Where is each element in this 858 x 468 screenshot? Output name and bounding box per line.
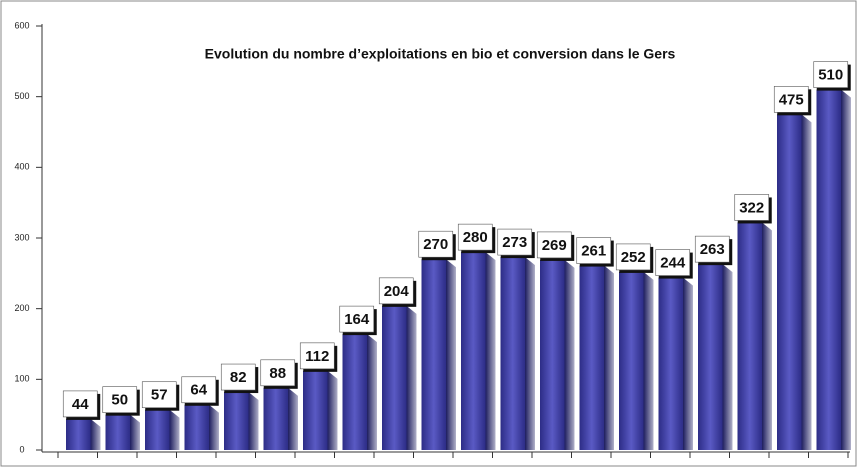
- bar-side: [208, 404, 219, 450]
- bar-side: [327, 370, 338, 450]
- value-label: 261: [581, 243, 606, 260]
- bar-side: [524, 257, 535, 450]
- label-box: [220, 363, 256, 391]
- bar-side: [287, 387, 298, 450]
- label-box: [418, 230, 454, 258]
- bar-side: [643, 271, 654, 450]
- bar: [105, 414, 130, 450]
- value-label: 88: [269, 365, 286, 382]
- y-tick-label: 200: [14, 303, 29, 313]
- bar: [698, 264, 723, 450]
- value-label: 164: [344, 311, 370, 328]
- bar: [579, 265, 604, 450]
- bar: [816, 89, 841, 450]
- label-box: [497, 228, 533, 256]
- value-label: 50: [111, 392, 128, 409]
- bar: [500, 257, 525, 450]
- label-box: [773, 86, 809, 113]
- value-label: 244: [660, 255, 686, 272]
- value-label: 44: [72, 396, 89, 413]
- value-label: 252: [621, 249, 646, 266]
- bar-side: [840, 89, 851, 450]
- bar-side: [406, 305, 417, 450]
- bar: [461, 252, 486, 450]
- value-label: 475: [779, 91, 804, 108]
- value-label: 204: [384, 283, 410, 300]
- y-tick-label: 600: [14, 20, 29, 30]
- bar: [658, 277, 683, 450]
- bar: [66, 418, 91, 450]
- bar-side: [90, 418, 101, 450]
- label-box: [813, 61, 849, 88]
- bar: [540, 259, 565, 450]
- value-label: 510: [818, 67, 843, 84]
- bar-side: [564, 259, 575, 450]
- y-tick-label: 500: [14, 91, 29, 101]
- value-label: 269: [542, 237, 567, 254]
- chart-title: Evolution du nombre d’exploitations en b…: [205, 46, 676, 62]
- label-box: [734, 194, 770, 221]
- bar-side: [366, 334, 377, 450]
- bar-side: [603, 265, 614, 450]
- y-tick-label: 100: [14, 374, 29, 384]
- bar: [382, 305, 407, 450]
- label-box: [655, 249, 691, 276]
- bar-side: [722, 264, 733, 450]
- label-box: [141, 381, 177, 409]
- value-label: 263: [700, 241, 725, 258]
- bar-side: [485, 252, 496, 450]
- bar-side: [248, 392, 259, 450]
- bar-side: [129, 414, 140, 450]
- label-box: [339, 305, 375, 333]
- label-box: [615, 243, 651, 271]
- value-label: 64: [190, 382, 207, 399]
- bar: [263, 387, 288, 450]
- bar: [619, 271, 644, 450]
- label-box: [181, 376, 217, 404]
- bar: [184, 404, 209, 450]
- label-box: [260, 359, 296, 387]
- bar: [777, 114, 802, 450]
- value-label: 57: [151, 387, 168, 404]
- label-box: [576, 237, 612, 264]
- value-label: 270: [423, 236, 448, 253]
- value-label: 273: [502, 234, 527, 251]
- value-label: 280: [463, 229, 488, 246]
- label-box: [694, 235, 730, 263]
- label-box: [62, 390, 98, 418]
- value-label: 112: [305, 348, 329, 365]
- label-box: [457, 223, 493, 251]
- bar: [737, 222, 762, 450]
- label-box: [378, 277, 414, 305]
- bar-side: [445, 259, 456, 450]
- value-label: 82: [230, 369, 247, 386]
- bar-side: [801, 114, 812, 450]
- bar: [342, 334, 367, 450]
- bar-side: [761, 222, 772, 450]
- y-tick-label: 300: [14, 232, 29, 242]
- y-tick-label: 400: [14, 162, 29, 172]
- y-tick-label: 0: [19, 444, 24, 454]
- bar: [224, 392, 249, 450]
- label-box: [536, 231, 572, 259]
- bar: [421, 259, 446, 450]
- label-box: [102, 386, 138, 413]
- bar: [145, 409, 170, 450]
- bar-side: [169, 409, 180, 450]
- label-box: [299, 342, 335, 370]
- bar: [303, 370, 328, 450]
- value-label: 322: [739, 199, 764, 216]
- bar-side: [682, 277, 693, 450]
